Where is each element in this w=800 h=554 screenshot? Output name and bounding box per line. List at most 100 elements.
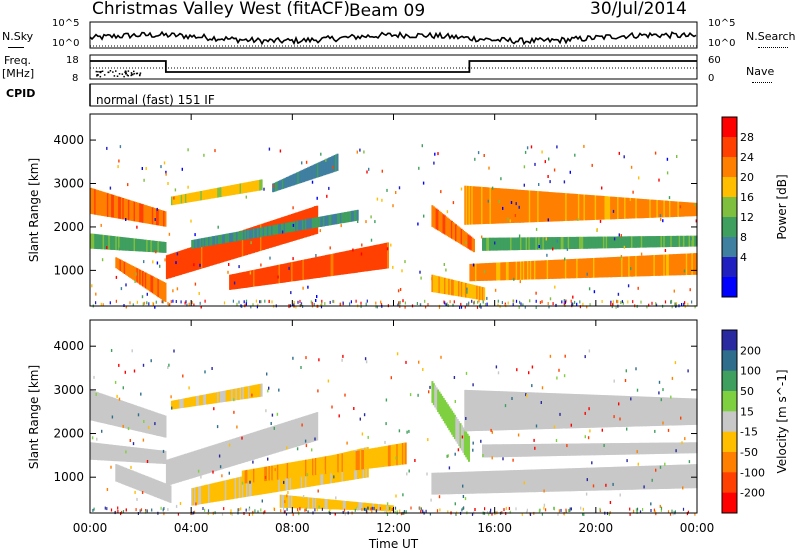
- velocity-ground-point: [538, 509, 540, 513]
- velocity-cell: [527, 392, 530, 430]
- velocity-scatter-point: [146, 460, 149, 463]
- velocity-cell: [617, 395, 620, 427]
- power-cell: [230, 232, 233, 242]
- velocity-scatter-point: [570, 423, 572, 427]
- power-cell: [118, 196, 121, 219]
- power-cell: [160, 241, 163, 253]
- velocity-cell: [568, 393, 570, 429]
- power-ground-point: [632, 300, 634, 304]
- power-cell: [660, 236, 663, 248]
- power-cell: [336, 252, 339, 276]
- velocity-scatter-point: [233, 398, 235, 402]
- power-cell: [490, 262, 493, 281]
- nave-point: [101, 70, 104, 73]
- power-cell: [274, 265, 277, 284]
- power-cell: [271, 225, 274, 236]
- power-cell: [574, 258, 577, 279]
- velocity-cell: [203, 394, 206, 405]
- power-ground-point: [366, 299, 368, 303]
- power-cell: [147, 274, 150, 291]
- power-scatter-point: [316, 196, 318, 200]
- velocity-cell: [262, 429, 265, 457]
- velocity-scatter-point: [543, 489, 545, 493]
- velocity-cell: [179, 399, 182, 409]
- velocity-cell: [674, 442, 677, 454]
- velocity-cell: [199, 449, 202, 476]
- velocity-cell: [520, 444, 522, 457]
- velocity-cell: [140, 407, 143, 432]
- velocity-cell: [118, 399, 121, 427]
- power-scatter-point: [119, 145, 122, 149]
- velocity-cell: [268, 470, 271, 494]
- velocity-cell: [489, 390, 492, 431]
- velocity-cell: [261, 471, 264, 495]
- velocity-cell: [642, 396, 645, 427]
- velocity-ground-point: [92, 508, 94, 512]
- power-cell: [609, 236, 612, 249]
- power-cell: [251, 227, 254, 254]
- power-cell: [258, 268, 261, 286]
- power-ground-point: [148, 302, 150, 306]
- power-cell: [308, 166, 311, 181]
- velocity-cell: [638, 396, 641, 427]
- velocity-cell: [518, 444, 521, 457]
- power-cell: [189, 247, 192, 272]
- power-scatter-point: [612, 209, 615, 213]
- power-cell: [286, 262, 289, 282]
- velocity-scatter-point: [660, 398, 662, 402]
- power-cell: [323, 216, 325, 227]
- power-ground-point: [136, 300, 138, 304]
- velocity-cell: [257, 468, 260, 482]
- power-cell: [579, 236, 581, 249]
- velocity-cell: [349, 452, 352, 471]
- power-scatter-point: [141, 167, 143, 170]
- velocity-cell: [466, 471, 469, 494]
- velocity-cell: [515, 470, 518, 493]
- power-cell: [523, 190, 526, 223]
- velocity-ground-point: [422, 509, 424, 513]
- power-cell: [118, 236, 121, 251]
- power-scatter-point: [628, 200, 630, 204]
- velocity-ground-point: [160, 506, 162, 510]
- power-cell: [192, 239, 195, 249]
- velocity-cell: [677, 464, 680, 489]
- velocity-cell: [403, 442, 406, 465]
- power-cell: [215, 188, 218, 198]
- velocity-cell: [187, 397, 190, 408]
- velocity-scatter-point: [168, 363, 170, 367]
- power-scatter-point: [402, 299, 404, 303]
- velocity-cell: [191, 451, 194, 479]
- power-cell: [678, 235, 681, 247]
- power-cell: [586, 236, 588, 249]
- velocity-ground-point: [371, 510, 373, 513]
- power-scatter-point: [694, 203, 696, 207]
- power-cell: [246, 228, 248, 255]
- velocity-cell: [612, 466, 615, 491]
- power-cell: [636, 236, 639, 248]
- power-cell: [309, 258, 312, 279]
- power-cell: [334, 253, 337, 276]
- velocity-cell: [493, 444, 496, 458]
- velocity-cell: [661, 465, 664, 489]
- power-cell: [320, 256, 323, 278]
- velocity-ground-point: [553, 507, 555, 511]
- power-scatter-point: [101, 258, 104, 262]
- power-cell: [209, 236, 212, 246]
- velocity-cell: [264, 428, 267, 457]
- power-cell: [288, 175, 291, 187]
- velocity-cell: [564, 443, 567, 456]
- velocity-scatter-point: [91, 436, 94, 440]
- velocity-cell: [269, 465, 272, 481]
- power-cell: [202, 243, 205, 269]
- power-cell: [517, 261, 520, 280]
- power-cell: [286, 177, 289, 188]
- power-cell: [255, 180, 257, 192]
- power-cell: [455, 224, 457, 242]
- power-ground-point: [539, 301, 541, 304]
- velocity-cell: [458, 421, 461, 446]
- power-cell: [102, 234, 105, 250]
- power-cell: [332, 155, 335, 173]
- power-cell: [505, 237, 508, 251]
- power-cell: [157, 241, 160, 253]
- velocity-cell: [201, 485, 203, 504]
